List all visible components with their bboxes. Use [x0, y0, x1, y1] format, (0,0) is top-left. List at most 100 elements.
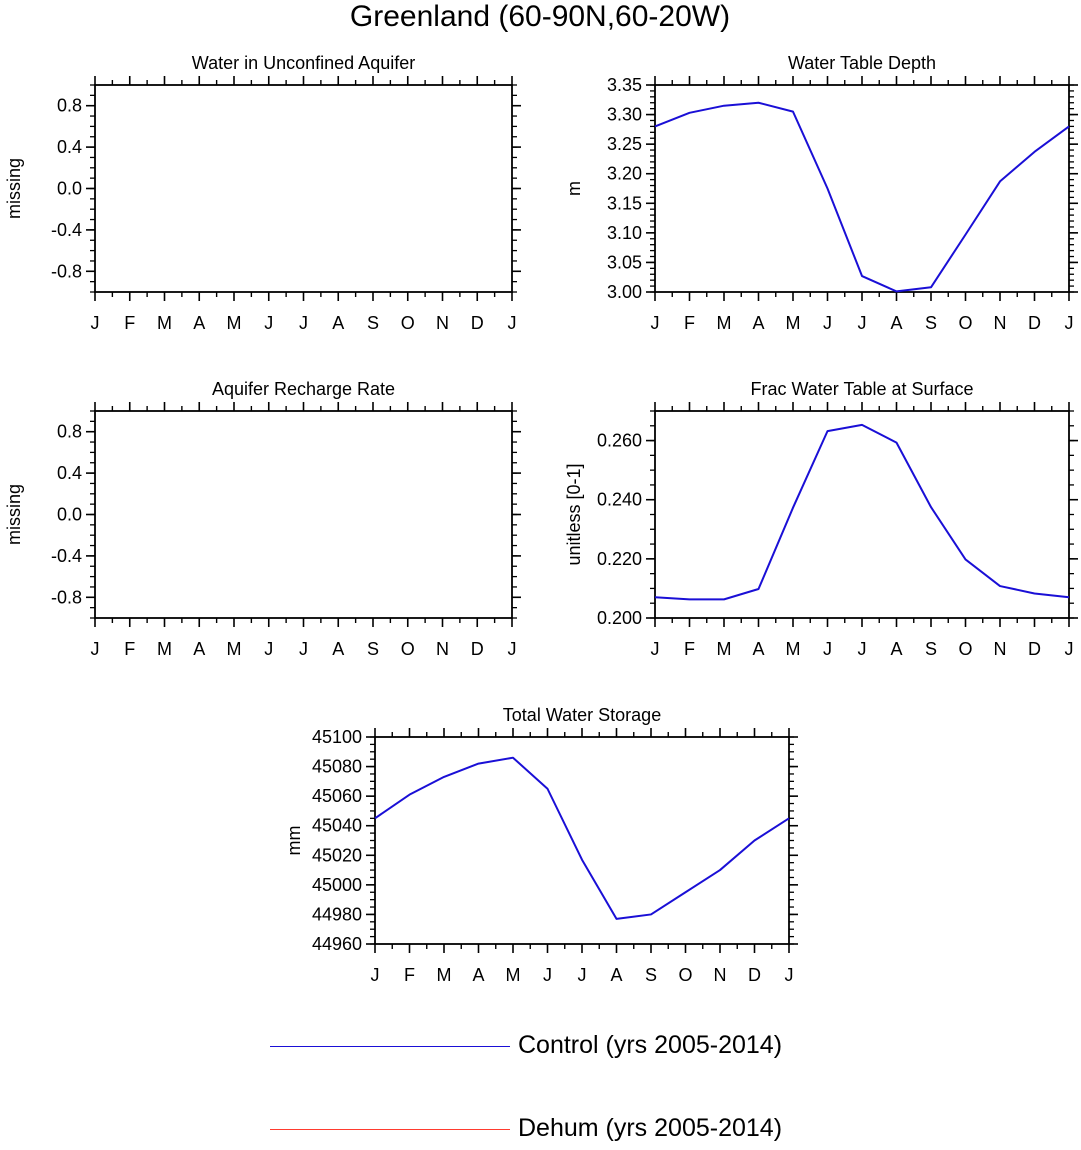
- plot-title: Total Water Storage: [503, 705, 661, 725]
- x-tick-label: J: [299, 639, 308, 659]
- x-tick-label: J: [858, 313, 867, 333]
- x-tick-label: M: [227, 313, 242, 333]
- x-tick-label: F: [684, 639, 695, 659]
- x-tick-label: D: [748, 965, 761, 985]
- x-tick-label: J: [858, 639, 867, 659]
- x-tick-label: S: [645, 965, 657, 985]
- x-tick-label: O: [678, 965, 692, 985]
- x-tick-label: J: [91, 313, 100, 333]
- x-tick-label: N: [436, 639, 449, 659]
- x-tick-label: F: [684, 313, 695, 333]
- x-tick-label: J: [578, 965, 587, 985]
- y-tick-label: 3.25: [607, 134, 642, 154]
- y-tick-label: 0.240: [597, 490, 642, 510]
- legend-dehum: Dehum (yrs 2005-2014): [270, 1110, 870, 1150]
- y-tick-label: 44980: [312, 904, 362, 924]
- x-tick-label: J: [1065, 313, 1074, 333]
- x-tick-label: J: [651, 639, 660, 659]
- x-tick-label: J: [651, 313, 660, 333]
- x-tick-label: F: [124, 639, 135, 659]
- x-tick-label: N: [714, 965, 727, 985]
- y-tick-label: 0.220: [597, 549, 642, 569]
- x-tick-label: M: [717, 313, 732, 333]
- y-tick-label: -0.4: [51, 220, 82, 240]
- y-tick-label: 3.30: [607, 105, 642, 125]
- y-tick-label: 45020: [312, 845, 362, 865]
- y-tick-label: 45000: [312, 875, 362, 895]
- x-tick-label: J: [264, 639, 273, 659]
- x-tick-label: J: [823, 639, 832, 659]
- y-tick-label: 3.00: [607, 282, 642, 302]
- x-tick-label: S: [925, 313, 937, 333]
- plot-frame: [95, 411, 512, 618]
- y-axis-label: missing: [4, 484, 24, 545]
- x-tick-label: N: [994, 639, 1007, 659]
- x-tick-label: D: [1028, 313, 1041, 333]
- y-tick-label: 0.4: [57, 137, 82, 157]
- x-tick-label: S: [925, 639, 937, 659]
- figure-title: Greenland (60-90N,60-20W): [350, 0, 730, 33]
- y-tick-label: 44960: [312, 934, 362, 954]
- y-tick-label: 45060: [312, 786, 362, 806]
- legend-label-dehum: Dehum (yrs 2005-2014): [518, 1114, 782, 1143]
- legend-swatch-dehum: [270, 1129, 510, 1130]
- plot-frame: [375, 737, 789, 944]
- y-tick-label: -0.4: [51, 546, 82, 566]
- x-tick-label: F: [404, 965, 415, 985]
- x-tick-label: N: [994, 313, 1007, 333]
- x-tick-label: J: [508, 639, 517, 659]
- y-tick-label: 45100: [312, 727, 362, 747]
- x-tick-label: A: [332, 639, 344, 659]
- y-tick-label: 3.05: [607, 252, 642, 272]
- x-tick-label: A: [752, 639, 764, 659]
- x-tick-label: A: [610, 965, 622, 985]
- y-tick-label: -0.8: [51, 261, 82, 281]
- x-tick-label: D: [471, 639, 484, 659]
- x-tick-label: J: [823, 313, 832, 333]
- x-tick-label: J: [508, 313, 517, 333]
- y-tick-label: 0.0: [57, 505, 82, 525]
- x-tick-label: M: [786, 639, 801, 659]
- plot-title: Water Table Depth: [788, 53, 936, 73]
- legend-control: Control (yrs 2005-2014): [270, 1027, 870, 1067]
- x-tick-label: A: [890, 639, 902, 659]
- x-tick-label: O: [401, 313, 415, 333]
- x-tick-label: A: [472, 965, 484, 985]
- x-tick-label: M: [506, 965, 521, 985]
- x-tick-label: M: [786, 313, 801, 333]
- y-tick-label: 0.260: [597, 431, 642, 451]
- plot-frame: [655, 85, 1069, 292]
- y-tick-label: 3.20: [607, 164, 642, 184]
- plot-title: Water in Unconfined Aquifer: [192, 53, 415, 73]
- x-tick-label: J: [299, 313, 308, 333]
- x-tick-label: O: [958, 313, 972, 333]
- y-axis-label: mm: [284, 826, 304, 856]
- x-tick-label: O: [401, 639, 415, 659]
- x-tick-label: M: [157, 313, 172, 333]
- x-tick-label: J: [785, 965, 794, 985]
- y-tick-label: 3.35: [607, 75, 642, 95]
- y-tick-label: 45040: [312, 816, 362, 836]
- y-tick-label: 0.200: [597, 608, 642, 628]
- y-tick-label: 3.10: [607, 223, 642, 243]
- x-tick-label: M: [157, 639, 172, 659]
- legend-swatch-control: [270, 1046, 510, 1047]
- y-tick-label: 0.4: [57, 463, 82, 483]
- plot-frame: [95, 85, 512, 292]
- y-tick-label: 0.8: [57, 96, 82, 116]
- y-axis-label: m: [564, 181, 584, 196]
- x-tick-label: A: [752, 313, 764, 333]
- legend-label-control: Control (yrs 2005-2014): [518, 1031, 782, 1060]
- x-tick-label: M: [717, 639, 732, 659]
- x-tick-label: S: [367, 639, 379, 659]
- x-tick-label: J: [543, 965, 552, 985]
- x-tick-label: S: [367, 313, 379, 333]
- x-tick-label: N: [436, 313, 449, 333]
- plot-title: Aquifer Recharge Rate: [212, 379, 395, 399]
- y-tick-label: 45080: [312, 757, 362, 777]
